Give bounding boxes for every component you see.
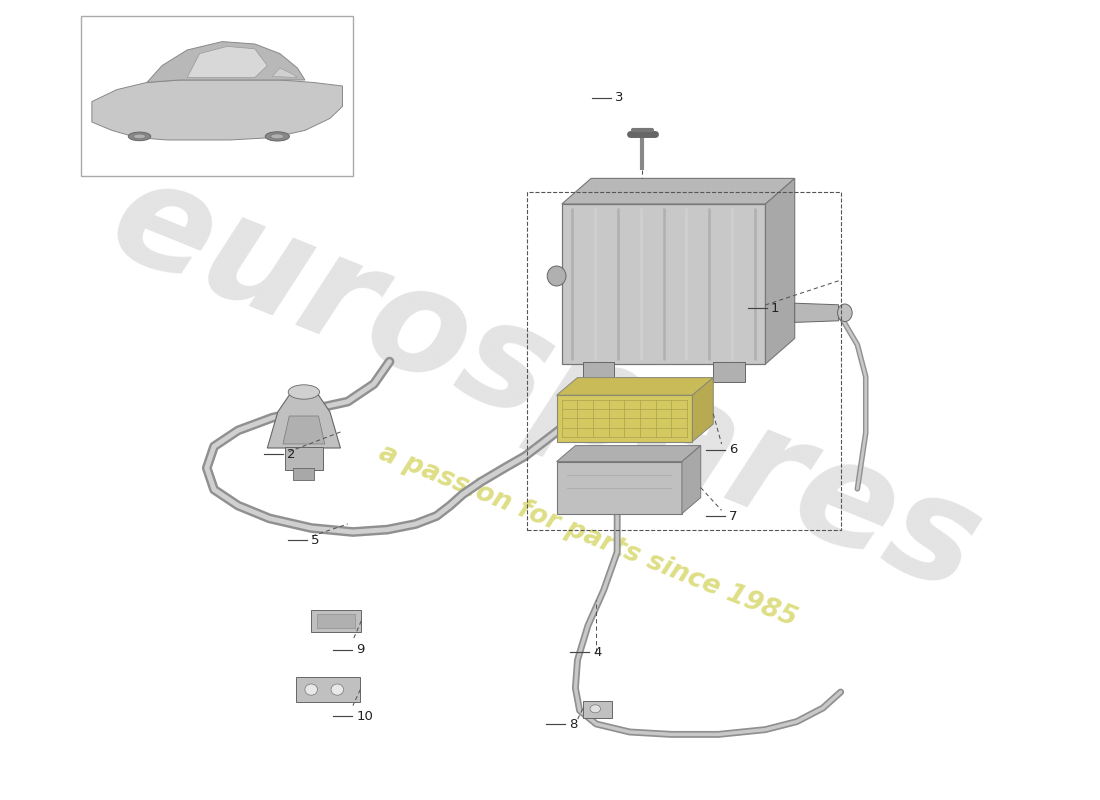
Text: 9: 9 bbox=[356, 643, 364, 656]
Polygon shape bbox=[557, 446, 701, 462]
Text: 2: 2 bbox=[287, 448, 296, 461]
Text: 10: 10 bbox=[356, 710, 373, 722]
Bar bbox=[557, 395, 692, 442]
Bar bbox=[583, 701, 612, 718]
Bar bbox=[296, 677, 361, 702]
Bar bbox=[583, 362, 614, 382]
Text: a passion for parts since 1985: a passion for parts since 1985 bbox=[375, 440, 801, 632]
Bar bbox=[557, 462, 682, 514]
Text: 5: 5 bbox=[311, 534, 320, 546]
Bar bbox=[285, 447, 322, 470]
Bar bbox=[294, 468, 315, 480]
Text: 1: 1 bbox=[771, 302, 779, 314]
Bar bbox=[318, 614, 355, 628]
Polygon shape bbox=[92, 80, 342, 140]
Polygon shape bbox=[692, 378, 713, 442]
Ellipse shape bbox=[288, 385, 319, 399]
Polygon shape bbox=[562, 178, 794, 204]
Text: eurospares: eurospares bbox=[92, 146, 1000, 622]
Bar bbox=[713, 362, 745, 382]
Polygon shape bbox=[766, 178, 794, 364]
Ellipse shape bbox=[265, 132, 289, 141]
Polygon shape bbox=[273, 68, 297, 78]
Ellipse shape bbox=[305, 684, 318, 695]
Polygon shape bbox=[267, 392, 340, 448]
Text: 4: 4 bbox=[593, 646, 602, 658]
Polygon shape bbox=[147, 42, 305, 82]
Polygon shape bbox=[283, 416, 324, 444]
Polygon shape bbox=[682, 446, 701, 514]
Bar bbox=[81, 16, 353, 176]
Polygon shape bbox=[794, 303, 838, 322]
Ellipse shape bbox=[590, 705, 601, 713]
Text: 6: 6 bbox=[729, 443, 737, 456]
Text: 3: 3 bbox=[615, 91, 624, 104]
Polygon shape bbox=[187, 46, 267, 78]
Ellipse shape bbox=[133, 134, 145, 138]
Ellipse shape bbox=[547, 266, 567, 286]
Ellipse shape bbox=[331, 684, 343, 695]
Polygon shape bbox=[557, 378, 713, 395]
Text: 7: 7 bbox=[729, 510, 737, 522]
Ellipse shape bbox=[271, 134, 284, 139]
Ellipse shape bbox=[129, 132, 151, 141]
Polygon shape bbox=[562, 204, 766, 364]
Text: 8: 8 bbox=[569, 718, 578, 730]
Bar bbox=[311, 610, 361, 632]
Ellipse shape bbox=[837, 304, 852, 322]
